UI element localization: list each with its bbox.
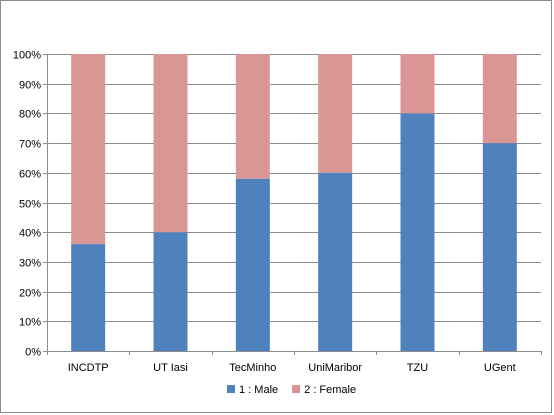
- bar-female-4: [400, 54, 435, 114]
- bar-male-0: [71, 244, 106, 351]
- x-tick-label: UGent: [484, 362, 516, 374]
- gridlines: [47, 54, 541, 322]
- y-tick-label: 100%: [13, 50, 41, 62]
- y-tick-label: 70%: [19, 139, 41, 151]
- x-tick-label: UT Iasi: [153, 362, 188, 374]
- legend-swatch-male: [227, 385, 235, 393]
- legend-label-male: 1 : Male: [239, 384, 278, 396]
- bar-female-2: [235, 54, 270, 179]
- y-tick-label: 80%: [19, 109, 41, 121]
- x-tick-label: INCDTP: [68, 362, 109, 374]
- bar-female-1: [153, 54, 188, 233]
- bar-male-4: [400, 113, 435, 352]
- y-tick-label: 50%: [19, 199, 41, 211]
- y-tick-label: 0%: [25, 347, 41, 359]
- y-tick-label: 20%: [19, 288, 41, 300]
- legend-label-female: 2 : Female: [304, 384, 356, 396]
- bar-male-1: [153, 232, 188, 351]
- legend-swatch-female: [292, 385, 301, 393]
- y-tick-label: 60%: [19, 169, 41, 181]
- x-tick-label: UniMaribor: [308, 362, 362, 374]
- bar-female-3: [318, 54, 353, 173]
- x-tick-label: TZU: [407, 362, 428, 374]
- bar-male-5: [482, 143, 517, 351]
- bar-male-3: [318, 172, 353, 351]
- bar-female-0: [71, 54, 106, 245]
- bar-female-5: [482, 54, 517, 144]
- bar-male-2: [235, 178, 270, 351]
- y-tick-label: 90%: [19, 80, 41, 92]
- y-tick-label: 10%: [19, 317, 41, 329]
- x-tick-label: TecMinho: [229, 362, 276, 374]
- legend: 1 : Male 2 : Female: [227, 384, 356, 396]
- y-tick-label: 30%: [19, 258, 41, 270]
- bars: [71, 54, 517, 352]
- y-tick-label: 40%: [19, 228, 41, 240]
- axes: 0% 10% 20% 30% 40% 50% 60% 70% 80% 90% 100% INCDTP U…: [13, 50, 542, 374]
